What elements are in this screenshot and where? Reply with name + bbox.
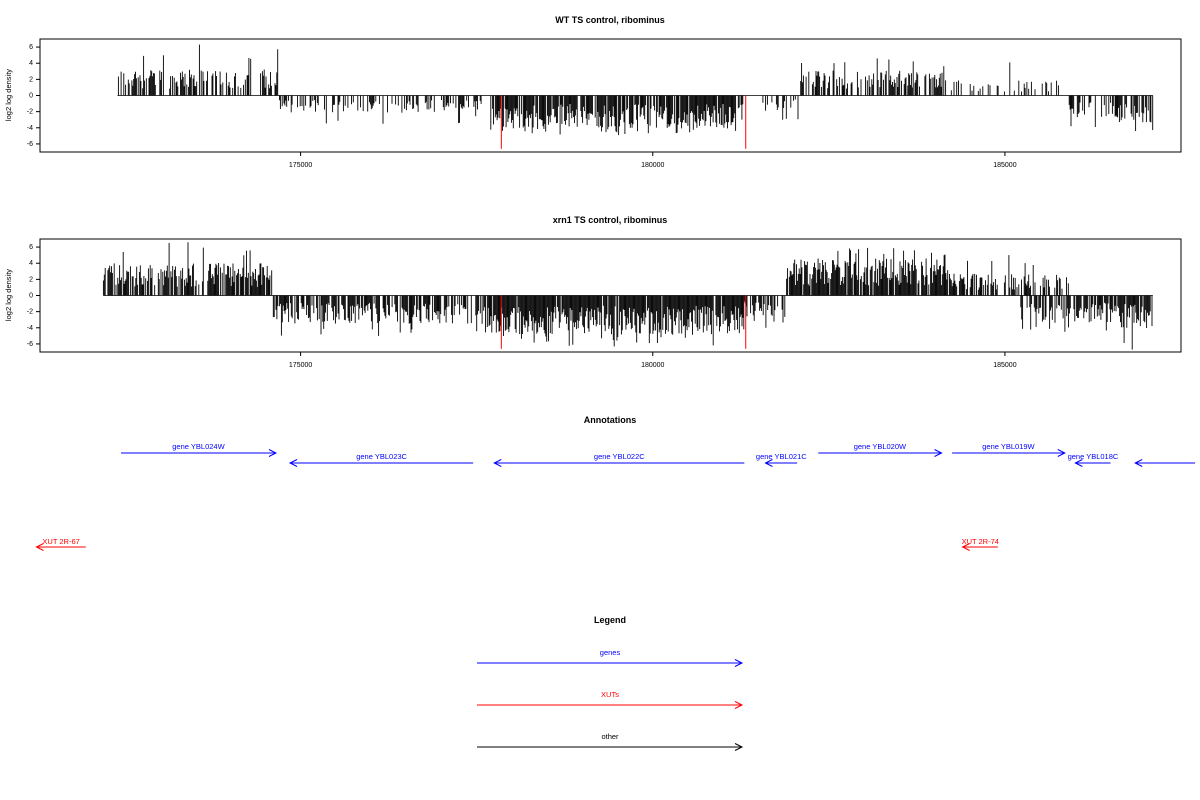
wt-y-axis: -6 -4 -2 0 2 4 6: [27, 44, 40, 148]
annotation-label: gene YBL023C: [356, 452, 407, 461]
legend-item-xut: XUTs: [477, 690, 744, 709]
wt-density-bars: [117, 44, 1154, 136]
y-tick-label: 4: [29, 60, 33, 67]
legend-items: genes XUTs other: [477, 648, 744, 751]
annotation-label: XUT 2R-67: [42, 537, 79, 546]
y-tick-label: 0: [29, 293, 33, 300]
annotation-label: gene YBL020W: [854, 442, 907, 451]
gene-arrow: gene YBL019W: [952, 442, 1066, 457]
y-tick-label: 6: [29, 44, 33, 51]
annotation-label: gene YBL018C: [1068, 452, 1119, 461]
annotations-title: Annotations: [584, 415, 637, 425]
xrn1-x-axis: 175000 180000 185000: [289, 352, 1017, 369]
arrow-head: [1074, 459, 1083, 467]
xut-arrow: XUT 2R-67: [35, 537, 86, 551]
y-tick-label: -6: [27, 341, 33, 348]
xrn1-panel-title: xrn1 TS control, ribominus: [553, 215, 668, 225]
arrow-head: [961, 543, 970, 551]
y-tick-label: 2: [29, 276, 33, 283]
legend-label: genes: [600, 648, 621, 657]
gene-arrow: gene YBL020W: [818, 442, 943, 457]
gene-arrow: gene YBL022C: [493, 452, 745, 467]
legend: Legend genes XUTs other: [477, 615, 744, 751]
annotation-label: gene YBL021C: [756, 452, 807, 461]
gene-annotations: gene YBL024W gene YBL023C gene YBL022C gene…: [120, 442, 1196, 467]
annotation-label: gene YBL024W: [172, 442, 225, 451]
legend-label: XUTs: [601, 690, 619, 699]
y-tick-label: 4: [29, 260, 33, 267]
arrow-head: [288, 459, 298, 467]
arrow-head: [764, 459, 773, 467]
legend-item-gene: genes: [477, 648, 744, 667]
arrow-head: [1134, 459, 1143, 467]
arrow-head: [493, 459, 502, 467]
y-tick-label: -2: [27, 309, 33, 316]
xut-annotations: XUT 2R-67 XUT 2R-74: [35, 537, 999, 551]
x-tick-label: 185000: [993, 162, 1016, 169]
x-tick-label: 180000: [641, 362, 664, 369]
xrn1-y-axis: -6 -4 -2 0 2 4 6: [27, 244, 40, 348]
gene-arrow: [1134, 459, 1196, 467]
xrn1-density-panel: xrn1 TS control, ribominus log2 log dens…: [4, 215, 1182, 369]
arrow-head: [734, 659, 744, 667]
gene-arrow: gene YBL023C: [288, 452, 474, 467]
gene-arrow: gene YBL024W: [120, 442, 278, 457]
xrn1-y-axis-label: log2 log density: [4, 269, 13, 321]
wt-red-markers: [500, 95, 747, 149]
wt-x-axis: 175000 180000 185000: [289, 152, 1017, 169]
arrow-head: [35, 543, 44, 551]
arrow-head: [1057, 449, 1066, 457]
wt-y-axis-label: log2 log density: [4, 69, 13, 121]
annotation-label: gene YBL022C: [594, 452, 645, 461]
y-tick-label: 0: [29, 93, 33, 100]
y-tick-label: -4: [27, 125, 33, 132]
gene-arrow: gene YBL018C: [1068, 452, 1119, 467]
arrow-head: [734, 701, 744, 709]
x-tick-label: 175000: [289, 362, 312, 369]
wt-density-panel: WT TS control, ribominus log2 log densit…: [4, 15, 1182, 169]
annotation-label: XUT 2R-74: [962, 537, 999, 546]
annotation-label: gene YBL019W: [982, 442, 1035, 451]
y-tick-label: -2: [27, 109, 33, 116]
wt-panel-title: WT TS control, ribominus: [555, 15, 665, 25]
arrow-head: [268, 449, 278, 457]
xrn1-red-markers: [500, 295, 747, 349]
arrow-head: [734, 743, 744, 751]
xrn1-density-bars: [102, 242, 1153, 350]
y-tick-label: 6: [29, 244, 33, 251]
legend-label: other: [601, 732, 619, 741]
arrow-head: [934, 449, 943, 457]
y-tick-label: -4: [27, 325, 33, 332]
y-tick-label: -6: [27, 141, 33, 148]
xut-arrow: XUT 2R-74: [961, 537, 999, 551]
gene-arrow: gene YBL021C: [756, 452, 807, 467]
x-tick-label: 180000: [641, 162, 664, 169]
x-tick-label: 175000: [289, 162, 312, 169]
legend-item-other: other: [477, 732, 744, 751]
y-tick-label: 2: [29, 76, 33, 83]
x-tick-label: 185000: [993, 362, 1016, 369]
legend-title: Legend: [594, 615, 626, 625]
